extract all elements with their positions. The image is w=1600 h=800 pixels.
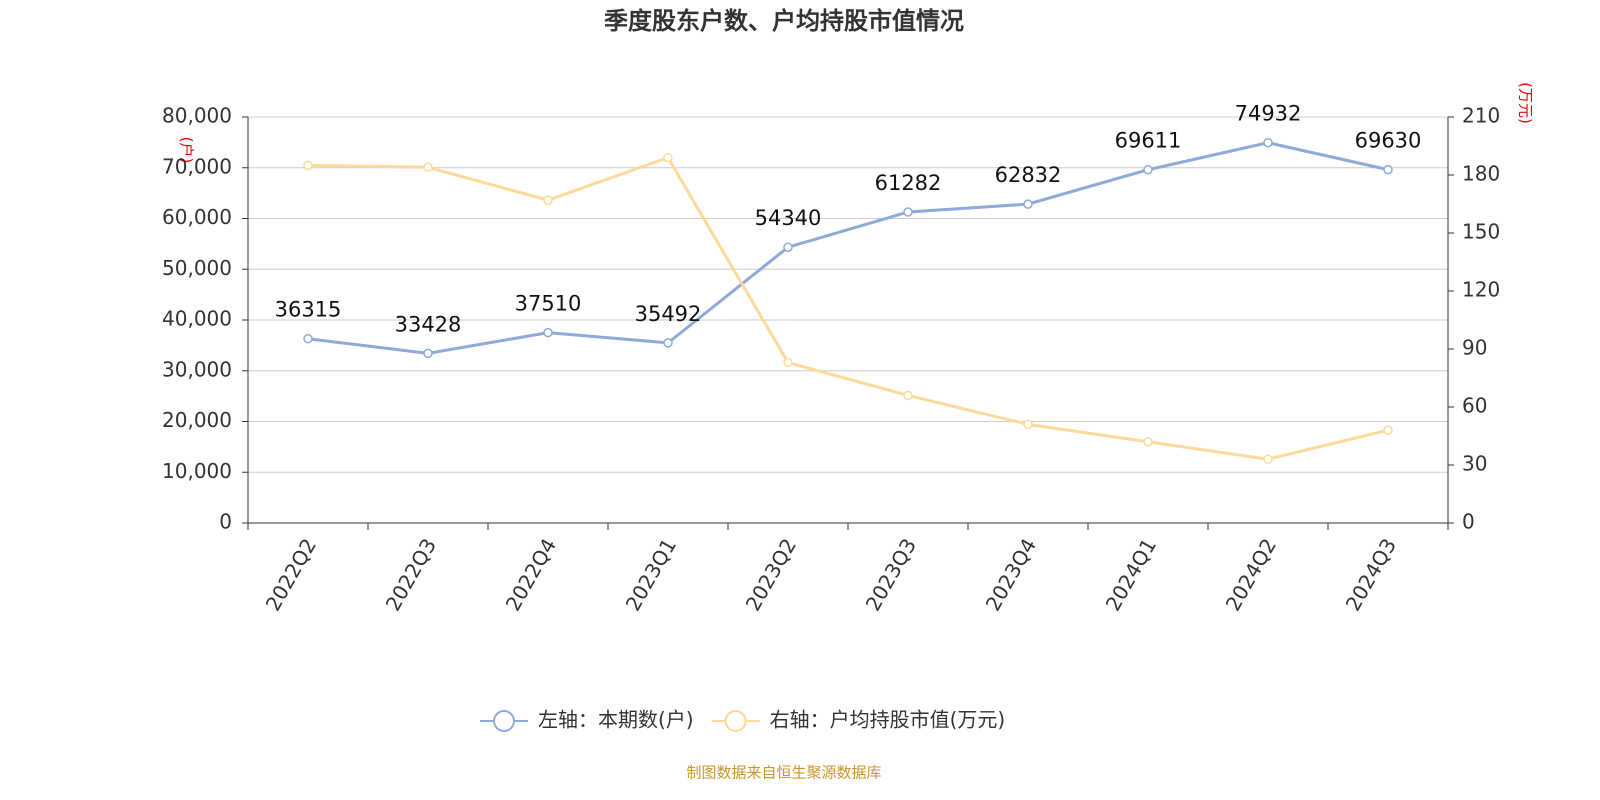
data-label: 69611: [1115, 129, 1182, 153]
data-point: [543, 195, 553, 205]
data-label: 36315: [275, 298, 342, 322]
data-label: 33428: [395, 312, 462, 336]
x-tick-label: 2022Q2: [261, 534, 321, 615]
data-label: 35492: [635, 302, 702, 326]
y-tick-label: 80,000: [162, 104, 232, 128]
x-tick-label: 2024Q1: [1101, 534, 1161, 615]
y2-tick-label: 150: [1462, 220, 1500, 244]
legend-label: 左轴：本期数(户): [538, 708, 694, 732]
y2-tick-label: 90: [1462, 336, 1487, 360]
data-point: [1023, 199, 1033, 209]
x-tick-label: 2023Q3: [861, 534, 921, 615]
data-point: [303, 333, 313, 344]
x-tick-label: 2023Q4: [981, 534, 1041, 615]
data-point: [663, 152, 673, 163]
data-label: 62832: [995, 163, 1062, 187]
data-point: [423, 348, 433, 359]
y2-tick-label: 0: [1462, 510, 1475, 534]
series-line: [307, 141, 1389, 355]
y2-tick-label: 180: [1462, 162, 1500, 186]
y2-tick-label: 120: [1462, 278, 1500, 302]
x-tick-label: 2023Q2: [741, 534, 801, 615]
y-tick-label: 10,000: [162, 459, 232, 483]
data-point: [903, 390, 913, 401]
y2-tick-label: 30: [1462, 452, 1487, 476]
legend-marker: [493, 710, 515, 732]
y-tick-label: 70,000: [162, 154, 232, 178]
data-point: [1143, 437, 1153, 447]
data-point: [1383, 164, 1393, 175]
data-label: 37510: [515, 292, 582, 316]
y-tick-label: 0: [219, 510, 232, 534]
x-tick-label: 2024Q2: [1221, 534, 1281, 615]
y2-axis-label: (万元): [1517, 82, 1535, 124]
source-note: 制图数据来自恒生聚源数据库: [686, 764, 881, 782]
data-point: [1383, 425, 1393, 435]
data-point: [1263, 454, 1273, 464]
data-point: [1143, 164, 1153, 175]
x-tick-label: 2022Q4: [501, 534, 561, 615]
data-point: [423, 162, 433, 173]
y-tick-label: 40,000: [162, 307, 232, 331]
x-tick-label: 2022Q3: [381, 534, 441, 615]
y-tick-label: 60,000: [162, 205, 232, 229]
y-tick-label: 20,000: [162, 408, 232, 432]
data-point: [1023, 419, 1033, 430]
data-label: 54340: [755, 206, 822, 230]
data-point: [663, 338, 673, 348]
y-axis-label: (户): [178, 137, 196, 164]
data-point: [543, 327, 553, 338]
x-tick-label: 2023Q1: [621, 534, 681, 615]
data-point: [303, 160, 313, 171]
data-label: 74932: [1235, 102, 1302, 126]
data-point: [783, 242, 793, 252]
data-point: [1263, 137, 1273, 148]
data-point: [903, 207, 913, 217]
chart-title: 季度股东户数、户均持股市值情况: [604, 7, 964, 35]
data-label: 69630: [1355, 129, 1422, 153]
legend-marker: [724, 710, 747, 732]
y2-tick-label: 60: [1462, 394, 1487, 418]
data-point: [783, 357, 793, 368]
data-label: 61282: [875, 171, 942, 195]
y-tick-label: 30,000: [162, 357, 232, 381]
y2-tick-label: 210: [1462, 104, 1500, 128]
x-tick-label: 2024Q3: [1341, 534, 1401, 615]
legend-label: 右轴：户均持股市值(万元): [770, 708, 1006, 732]
series-line: [307, 155, 1389, 461]
y-tick-label: 50,000: [162, 256, 232, 280]
